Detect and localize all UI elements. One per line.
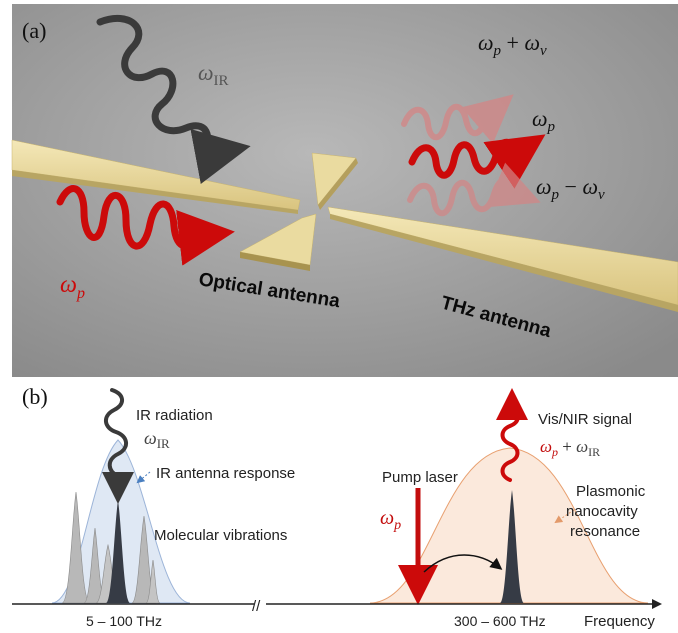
- ir-antenna-response-label: IR antenna response: [156, 465, 295, 482]
- ir-symbol-label: ωIR: [144, 428, 170, 451]
- pump-freq-label: ωp: [532, 106, 556, 135]
- panel-b-label: (b): [22, 384, 48, 409]
- sum-frequency-wave: [401, 94, 514, 144]
- vis-nir-signal-wave: [496, 388, 528, 482]
- panel-a: (a) ωIR ωp ωp + ων ωp ωp − ων Optical an…: [11, 4, 678, 377]
- diff-frequency-wave: [407, 162, 541, 217]
- vibration-peak-main: [106, 500, 130, 603]
- axis-break-gap: [254, 598, 266, 610]
- signal-peak: [500, 490, 524, 603]
- vis-nir-signal-label: Vis/NIR signal: [538, 411, 632, 428]
- signal-symbol-label: ωp + ωIR: [540, 437, 600, 459]
- diff-frequency-label: ωp − ων: [536, 174, 605, 203]
- pump-symbol-label: ωp: [380, 507, 401, 533]
- panel-b: (b) // IR radiation ωIR IR antenna: [12, 384, 662, 630]
- pump-wave-left: [56, 185, 235, 266]
- frequency-axis-label: Frequency: [584, 613, 655, 630]
- pump-laser-label: Pump laser: [382, 469, 458, 486]
- sum-frequency-label: ωp + ων: [478, 30, 547, 59]
- molecular-vibrations-label: Molecular vibrations: [154, 527, 287, 544]
- omega-p-left-label: ωp: [60, 272, 85, 302]
- ir-range-label: 5 – 100 THz: [86, 613, 162, 629]
- optical-antenna-structure: [239, 152, 358, 271]
- vis-range-label: 300 – 600 THz: [454, 613, 546, 629]
- panel-a-label: (a): [22, 18, 46, 43]
- plasmonic-label: Plasmonic nanocavity resonance: [566, 483, 649, 540]
- ir-radiation-label: IR radiation: [136, 407, 213, 424]
- ir-radiation-wave: [102, 388, 134, 504]
- pump-out-wave: [408, 134, 546, 189]
- axis-break: //: [252, 598, 261, 615]
- ir-wave: [96, 14, 251, 184]
- omega-ir-label: ωIR: [198, 60, 229, 89]
- vibration-peak-1: [61, 491, 91, 604]
- vibration-peak-5: [145, 559, 161, 604]
- transfer-arrow: [423, 554, 503, 573]
- ir-response-pointer: [136, 471, 151, 484]
- thz-antenna-structure: [11, 139, 678, 312]
